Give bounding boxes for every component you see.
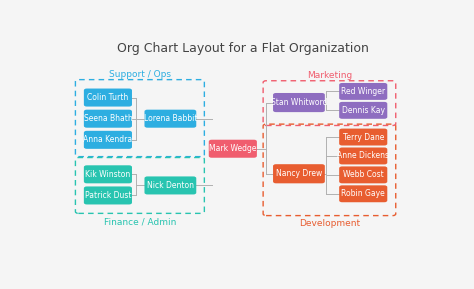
FancyBboxPatch shape	[84, 186, 132, 205]
FancyBboxPatch shape	[339, 129, 387, 145]
Text: Lorena Babbit: Lorena Babbit	[144, 114, 197, 123]
Text: Anne Dickens: Anne Dickens	[337, 151, 389, 160]
FancyBboxPatch shape	[339, 83, 387, 100]
Text: Development: Development	[299, 219, 360, 228]
Text: Nancy Drew: Nancy Drew	[276, 169, 322, 178]
FancyBboxPatch shape	[145, 176, 196, 194]
Text: Anna Kendra: Anna Kendra	[83, 135, 133, 144]
Text: Support / Ops: Support / Ops	[109, 70, 171, 79]
Text: Stan Whitword: Stan Whitword	[271, 98, 327, 107]
Text: Mark Wedge: Mark Wedge	[209, 144, 256, 153]
Text: Patrick Dust: Patrick Dust	[85, 191, 131, 200]
Text: Seena Bhath: Seena Bhath	[83, 114, 132, 123]
Text: Red Winger: Red Winger	[341, 87, 385, 96]
FancyBboxPatch shape	[84, 131, 132, 149]
FancyBboxPatch shape	[145, 110, 196, 128]
Text: Marketing: Marketing	[307, 71, 352, 80]
FancyBboxPatch shape	[84, 165, 132, 183]
FancyBboxPatch shape	[339, 185, 387, 202]
FancyBboxPatch shape	[339, 102, 387, 119]
Text: Finance / Admin: Finance / Admin	[104, 217, 176, 226]
Text: Terry Dane: Terry Dane	[343, 133, 384, 142]
Text: Webb Cost: Webb Cost	[343, 171, 383, 179]
FancyBboxPatch shape	[273, 164, 325, 183]
Text: Colin Turth: Colin Turth	[87, 93, 128, 102]
FancyBboxPatch shape	[84, 88, 132, 107]
FancyBboxPatch shape	[339, 147, 387, 164]
Text: Dennis Kay: Dennis Kay	[342, 106, 385, 115]
FancyBboxPatch shape	[209, 140, 257, 158]
FancyBboxPatch shape	[339, 166, 387, 183]
Text: Org Chart Layout for a Flat Organization: Org Chart Layout for a Flat Organization	[117, 42, 369, 55]
Text: Kik Winston: Kik Winston	[85, 170, 130, 179]
Text: Nick Denton: Nick Denton	[147, 181, 194, 190]
FancyBboxPatch shape	[84, 110, 132, 128]
FancyBboxPatch shape	[273, 93, 325, 112]
Text: Robin Gaye: Robin Gaye	[341, 189, 385, 198]
